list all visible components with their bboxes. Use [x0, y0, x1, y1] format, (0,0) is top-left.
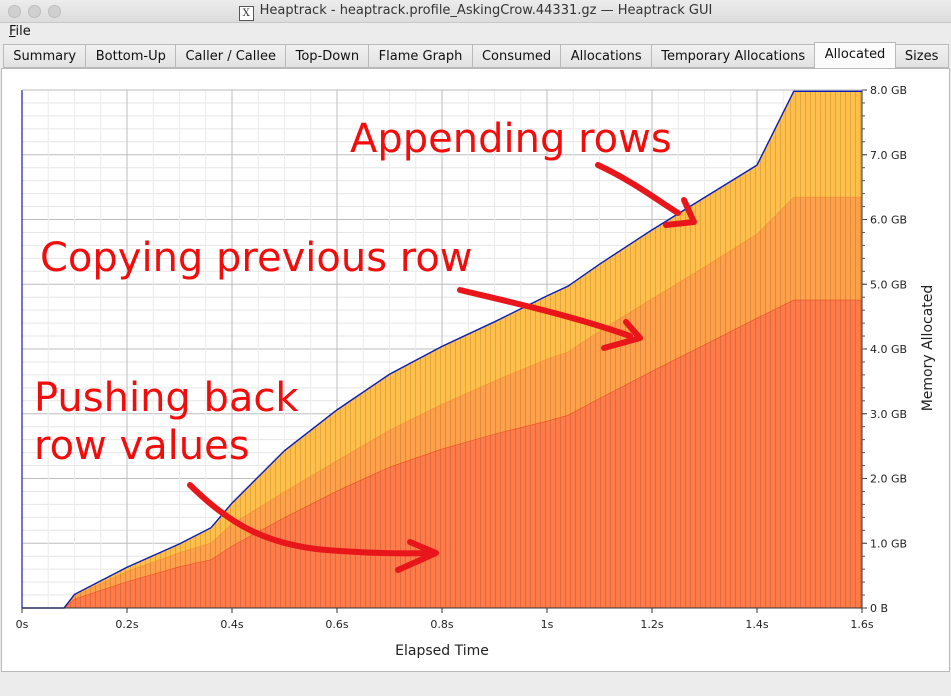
arrow-copying-head: [601, 319, 643, 351]
annotation-arrows: [187, 162, 697, 573]
annotation-row-values: row values: [34, 423, 250, 469]
arrow-appending: [595, 162, 681, 216]
annotation-pushing-back: Pushing back: [34, 375, 299, 421]
x-tick-label: 0.4s: [220, 618, 243, 631]
menu-bar: File: [0, 23, 951, 42]
tab-allocations[interactable]: Allocations: [560, 44, 651, 68]
maximize-window-button[interactable]: [48, 5, 61, 18]
close-window-button[interactable]: [8, 5, 21, 18]
tab-consumed[interactable]: Consumed: [471, 44, 561, 68]
area-series-2-hatch: [22, 196, 862, 608]
chart-axes: 0 B 1.0 GB 2.0 GB 3.0 GB 4.0 GB 5.0 GB 6.0 GB 7…: [16, 84, 907, 631]
menu-file-label: ile: [15, 24, 31, 39]
arrow-copying: [457, 287, 633, 339]
tab-summary[interactable]: Summary: [3, 44, 86, 68]
tab-caller-callee[interactable]: Caller / Callee: [175, 44, 286, 68]
tab-bottom-up[interactable]: Bottom-Up: [85, 44, 176, 68]
x-tick-label: 1.4s: [745, 618, 768, 631]
tab-sizes[interactable]: Sizes: [895, 44, 949, 68]
x-tick-label: 0.8s: [430, 618, 453, 631]
x-tick-label: 0.2s: [115, 618, 138, 631]
x11-icon: X: [238, 6, 254, 21]
status-bar: [0, 673, 951, 696]
minimize-window-button[interactable]: [28, 5, 41, 18]
tab-top-down[interactable]: Top-Down: [285, 44, 369, 68]
y-tick-label: 5.0 GB: [870, 278, 907, 291]
menu-file-accelerator: F: [9, 24, 16, 39]
tab-bar: Summary Bottom-Up Caller / Callee Top-Do…: [3, 42, 949, 68]
tab-flame-graph[interactable]: Flame Graph: [368, 44, 472, 68]
menu-file[interactable]: File: [9, 24, 31, 39]
x-tick-label: 0s: [16, 618, 29, 631]
area-series-1-hatch: [22, 299, 862, 608]
y-tick-label: 0 B: [870, 602, 888, 615]
area-series-3-hatch: [22, 91, 862, 609]
annotation-appending-rows: Appending rows: [350, 116, 672, 162]
y-tick-label: 2.0 GB: [870, 473, 907, 486]
y-tick-label: 6.0 GB: [870, 214, 907, 227]
tab-temporary-allocations[interactable]: Temporary Allocations: [650, 44, 815, 68]
y-tick-label: 7.0 GB: [870, 149, 907, 162]
y-axis-label: Memory Allocated: [920, 285, 936, 412]
x-tick-label: 0.6s: [325, 618, 348, 631]
arrow-pushing: [187, 482, 433, 557]
title-bar: X Heaptrack - heaptrack.profile_AskingCro…: [0, 0, 951, 23]
tab-allocated[interactable]: Allocated: [814, 42, 896, 68]
x-tick-label: 1s: [541, 618, 554, 631]
area-series-3-edge: [22, 90, 862, 609]
y-tick-label: 8.0 GB: [870, 84, 907, 97]
x-axis-label: Elapsed Time: [395, 643, 489, 659]
arrow-appending-head: [663, 197, 697, 228]
y-tick-label: 1.0 GB: [870, 537, 907, 550]
x-tick-label: 1.6s: [850, 618, 873, 631]
window-title-wrap: X Heaptrack - heaptrack.profile_AskingCro…: [0, 3, 951, 21]
arrow-pushing-head: [395, 539, 439, 573]
x-tick-label: 1.2s: [640, 618, 663, 631]
chart-areas: [22, 90, 862, 609]
window-title: Heaptrack - heaptrack.profile_AskingCrow…: [259, 3, 713, 18]
annotation-copying-previous-row: Copying previous row: [40, 235, 473, 281]
y-tick-label: 4.0 GB: [870, 343, 907, 356]
y-tick-label: 3.0 GB: [870, 408, 907, 421]
